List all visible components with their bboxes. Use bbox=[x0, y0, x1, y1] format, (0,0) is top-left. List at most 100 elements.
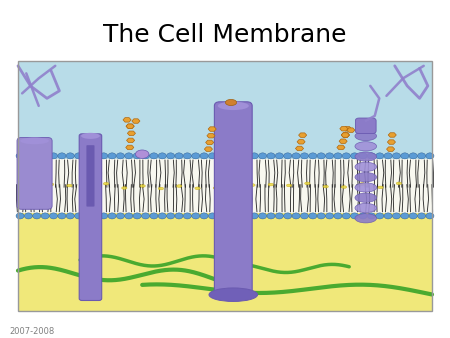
Polygon shape bbox=[126, 124, 134, 128]
Circle shape bbox=[141, 153, 149, 159]
Ellipse shape bbox=[218, 102, 249, 110]
Ellipse shape bbox=[355, 131, 377, 141]
Polygon shape bbox=[132, 119, 140, 123]
Circle shape bbox=[317, 153, 325, 159]
Circle shape bbox=[108, 213, 116, 219]
Circle shape bbox=[33, 213, 41, 219]
Text: The Cell Membrane: The Cell Membrane bbox=[103, 23, 347, 48]
Circle shape bbox=[166, 153, 175, 159]
FancyBboxPatch shape bbox=[356, 118, 376, 134]
Ellipse shape bbox=[341, 186, 346, 188]
FancyBboxPatch shape bbox=[79, 134, 102, 300]
Circle shape bbox=[75, 213, 83, 219]
Circle shape bbox=[250, 153, 258, 159]
Ellipse shape bbox=[85, 185, 90, 188]
Polygon shape bbox=[340, 126, 348, 131]
Circle shape bbox=[267, 213, 275, 219]
Polygon shape bbox=[126, 124, 134, 128]
Polygon shape bbox=[347, 128, 355, 132]
Circle shape bbox=[317, 213, 325, 219]
Ellipse shape bbox=[396, 182, 401, 185]
Ellipse shape bbox=[220, 288, 247, 294]
Circle shape bbox=[158, 213, 166, 219]
Polygon shape bbox=[296, 146, 304, 151]
Circle shape bbox=[359, 213, 367, 219]
Ellipse shape bbox=[176, 185, 182, 188]
Polygon shape bbox=[208, 127, 216, 131]
Circle shape bbox=[75, 153, 83, 159]
Circle shape bbox=[275, 153, 284, 159]
Circle shape bbox=[284, 153, 292, 159]
Circle shape bbox=[334, 153, 342, 159]
Polygon shape bbox=[388, 133, 396, 137]
Circle shape bbox=[225, 153, 233, 159]
Circle shape bbox=[309, 153, 317, 159]
Circle shape bbox=[351, 213, 359, 219]
Circle shape bbox=[58, 153, 66, 159]
Polygon shape bbox=[343, 127, 351, 131]
Circle shape bbox=[409, 213, 417, 219]
Circle shape bbox=[83, 213, 91, 219]
Ellipse shape bbox=[355, 203, 377, 213]
Circle shape bbox=[41, 153, 49, 159]
Circle shape bbox=[200, 153, 208, 159]
Circle shape bbox=[150, 153, 158, 159]
Circle shape bbox=[117, 213, 125, 219]
Circle shape bbox=[242, 153, 250, 159]
Ellipse shape bbox=[158, 187, 164, 190]
Polygon shape bbox=[217, 106, 249, 291]
Circle shape bbox=[234, 153, 242, 159]
Circle shape bbox=[99, 213, 108, 219]
Circle shape bbox=[309, 213, 317, 219]
Circle shape bbox=[259, 153, 267, 159]
Circle shape bbox=[234, 213, 242, 219]
Ellipse shape bbox=[250, 184, 255, 187]
Circle shape bbox=[33, 153, 41, 159]
Circle shape bbox=[301, 213, 309, 219]
Ellipse shape bbox=[225, 99, 237, 105]
Circle shape bbox=[384, 213, 392, 219]
Bar bbox=[18, 159, 432, 213]
Ellipse shape bbox=[355, 172, 377, 182]
Ellipse shape bbox=[140, 185, 145, 187]
Polygon shape bbox=[387, 140, 396, 144]
Circle shape bbox=[175, 153, 183, 159]
Polygon shape bbox=[339, 139, 347, 143]
Circle shape bbox=[125, 213, 133, 219]
Circle shape bbox=[418, 153, 426, 159]
Polygon shape bbox=[341, 133, 349, 137]
Circle shape bbox=[392, 153, 400, 159]
Ellipse shape bbox=[355, 162, 377, 171]
Polygon shape bbox=[123, 118, 131, 122]
Ellipse shape bbox=[213, 187, 219, 189]
Circle shape bbox=[267, 153, 275, 159]
Circle shape bbox=[376, 153, 384, 159]
Circle shape bbox=[66, 153, 74, 159]
Circle shape bbox=[301, 153, 309, 159]
FancyBboxPatch shape bbox=[17, 138, 52, 209]
Ellipse shape bbox=[122, 187, 127, 189]
Ellipse shape bbox=[195, 187, 200, 190]
Circle shape bbox=[24, 153, 32, 159]
Polygon shape bbox=[299, 133, 307, 137]
Circle shape bbox=[133, 213, 141, 219]
Polygon shape bbox=[337, 145, 345, 150]
Ellipse shape bbox=[209, 288, 257, 301]
Ellipse shape bbox=[355, 183, 377, 192]
FancyBboxPatch shape bbox=[214, 102, 252, 295]
Ellipse shape bbox=[135, 150, 149, 159]
Circle shape bbox=[41, 213, 49, 219]
Text: 2007-2008: 2007-2008 bbox=[9, 327, 54, 336]
Bar bbox=[18, 61, 432, 186]
Circle shape bbox=[384, 153, 392, 159]
Polygon shape bbox=[341, 133, 349, 137]
Circle shape bbox=[16, 213, 24, 219]
Circle shape bbox=[242, 213, 250, 219]
Circle shape bbox=[192, 153, 200, 159]
Polygon shape bbox=[341, 133, 349, 137]
Circle shape bbox=[418, 213, 426, 219]
FancyBboxPatch shape bbox=[86, 145, 94, 207]
Polygon shape bbox=[387, 147, 395, 151]
Circle shape bbox=[259, 213, 267, 219]
Circle shape bbox=[401, 153, 409, 159]
